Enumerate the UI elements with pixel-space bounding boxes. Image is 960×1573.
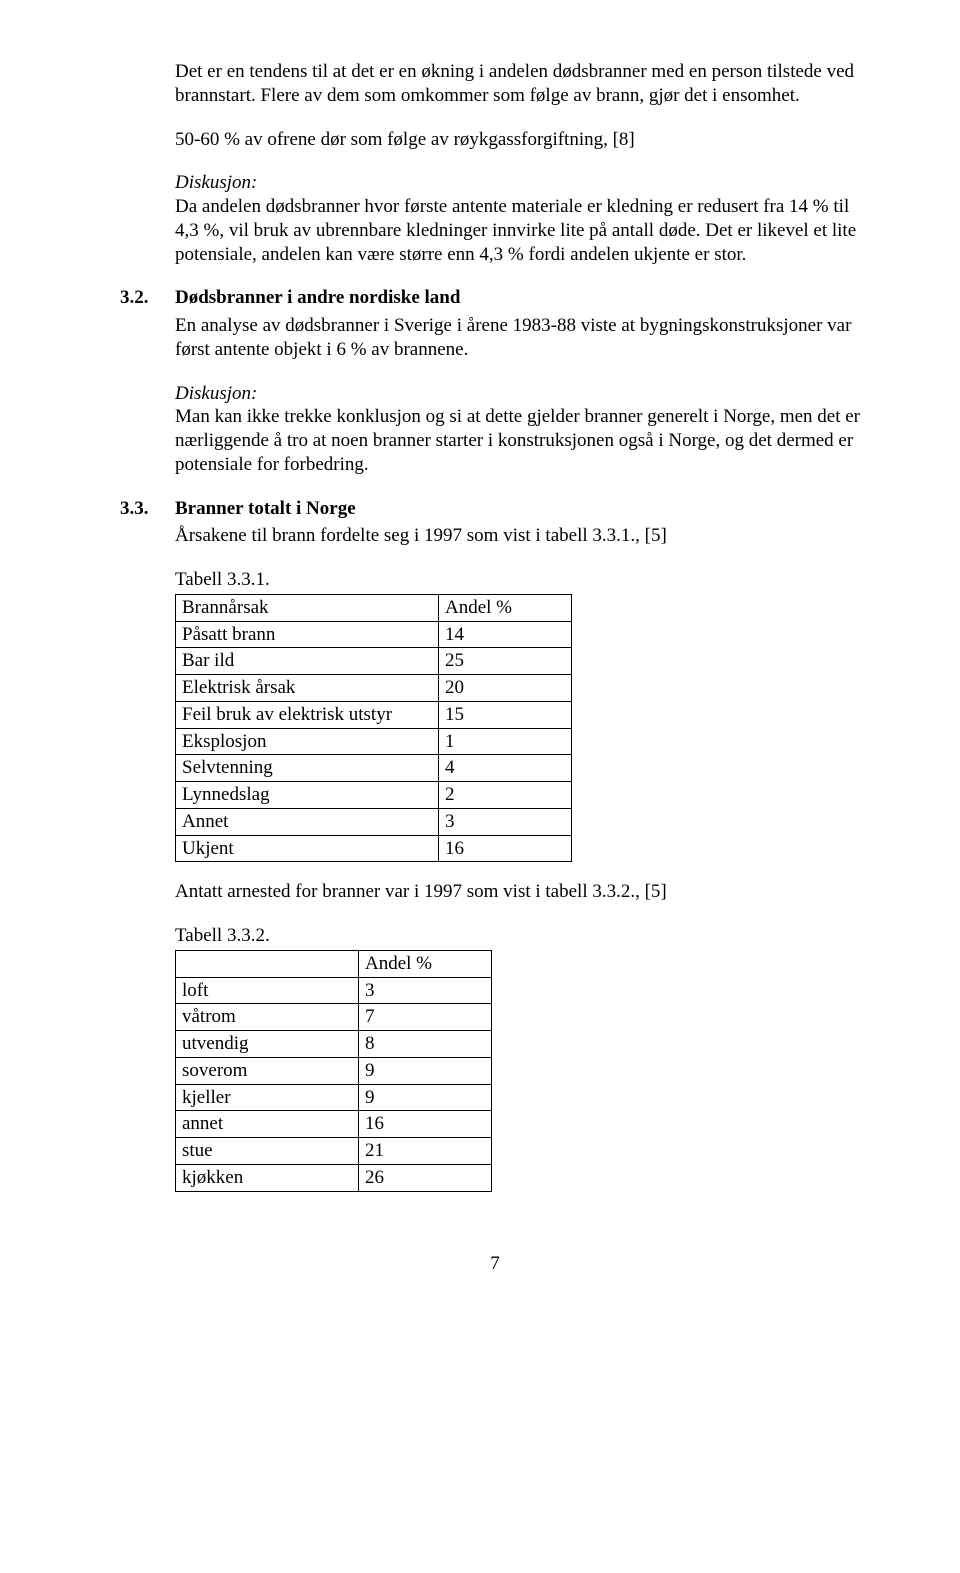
section-3-3-title: Branner totalt i Norge [175, 497, 356, 521]
table-row: utvendig8 [176, 1031, 492, 1058]
section-3-3-number: 3.3. [120, 497, 175, 521]
table-cell: kjøkken [176, 1164, 359, 1191]
table-3-3-2-caption: Tabell 3.3.2. [175, 924, 870, 948]
table-cell: 14 [439, 621, 572, 648]
table-row: stue21 [176, 1138, 492, 1165]
table-cell: soverom [176, 1057, 359, 1084]
table-row: Bar ild25 [176, 648, 572, 675]
table-header-cell [176, 950, 359, 977]
section-3-2-title: Dødsbranner i andre nordiske land [175, 286, 460, 310]
table-cell: 26 [359, 1164, 492, 1191]
table-cell: 16 [359, 1111, 492, 1138]
table-cell: Selvtenning [176, 755, 439, 782]
table-cell: Eksplosjon [176, 728, 439, 755]
table-cell: Elektrisk årsak [176, 675, 439, 702]
table-cell: 1 [439, 728, 572, 755]
table-row: loft3 [176, 977, 492, 1004]
table-header-cell: Brannårsak [176, 594, 439, 621]
table-row: kjøkken26 [176, 1164, 492, 1191]
table-cell: 3 [439, 808, 572, 835]
intro-paragraph-1: Det er en tendens til at det er en øknin… [175, 60, 870, 108]
table-row: Andel % [176, 950, 492, 977]
table-cell: stue [176, 1138, 359, 1165]
intro-discussion: Diskusjon: Da andelen dødsbranner hvor f… [175, 171, 870, 266]
table-cell: 2 [439, 782, 572, 809]
table-3-3-2: Andel % loft3våtrom7utvendig8soverom9kje… [175, 950, 492, 1192]
table-cell: 9 [359, 1084, 492, 1111]
table-row: våtrom7 [176, 1004, 492, 1031]
discussion-body: Da andelen dødsbranner hvor første anten… [175, 196, 856, 265]
table-cell: 7 [359, 1004, 492, 1031]
table-row: Eksplosjon1 [176, 728, 572, 755]
table-row: Lynnedslag2 [176, 782, 572, 809]
table-cell: utvendig [176, 1031, 359, 1058]
section-3-2-discussion: Diskusjon: Man kan ikke trekke konklusjo… [175, 382, 870, 477]
discussion-body: Man kan ikke trekke konklusjon og si at … [175, 406, 860, 475]
table-row: soverom9 [176, 1057, 492, 1084]
table-cell: 8 [359, 1031, 492, 1058]
table-cell: Annet [176, 808, 439, 835]
table-3-3-1: Brannårsak Andel % Påsatt brann14Bar ild… [175, 594, 572, 863]
table-cell: loft [176, 977, 359, 1004]
table-cell: Lynnedslag [176, 782, 439, 809]
table-row: Annet3 [176, 808, 572, 835]
table-cell: 9 [359, 1057, 492, 1084]
intro-paragraph-2: 50-60 % av ofrene dør som følge av røykg… [175, 128, 870, 152]
table-cell: Påsatt brann [176, 621, 439, 648]
table-row: kjeller9 [176, 1084, 492, 1111]
section-3-3-between: Antatt arnested for branner var i 1997 s… [175, 880, 870, 904]
table-cell: 21 [359, 1138, 492, 1165]
table-cell: 25 [439, 648, 572, 675]
table-row: Ukjent16 [176, 835, 572, 862]
table-header-cell: Andel % [439, 594, 572, 621]
section-3-3-intro: Årsakene til brann fordelte seg i 1997 s… [175, 524, 870, 548]
table-cell: Bar ild [176, 648, 439, 675]
table-cell: 20 [439, 675, 572, 702]
table-cell: 15 [439, 701, 572, 728]
table-cell: Feil bruk av elektrisk utstyr [176, 701, 439, 728]
discussion-label: Diskusjon: [175, 383, 257, 404]
table-3-3-1-caption: Tabell 3.3.1. [175, 568, 870, 592]
table-cell: annet [176, 1111, 359, 1138]
table-row: Selvtenning4 [176, 755, 572, 782]
discussion-label: Diskusjon: [175, 172, 257, 193]
table-row: Brannårsak Andel % [176, 594, 572, 621]
table-row: Feil bruk av elektrisk utstyr15 [176, 701, 572, 728]
section-3-2-body: En analyse av dødsbranner i Sverige i år… [175, 314, 870, 362]
table-cell: 16 [439, 835, 572, 862]
table-cell: kjeller [176, 1084, 359, 1111]
section-3-2-number: 3.2. [120, 286, 175, 310]
table-cell: 4 [439, 755, 572, 782]
table-header-cell: Andel % [359, 950, 492, 977]
table-row: Elektrisk årsak20 [176, 675, 572, 702]
table-row: Påsatt brann14 [176, 621, 572, 648]
table-row: annet16 [176, 1111, 492, 1138]
page-number: 7 [120, 1252, 870, 1276]
table-cell: 3 [359, 977, 492, 1004]
table-cell: våtrom [176, 1004, 359, 1031]
table-cell: Ukjent [176, 835, 439, 862]
